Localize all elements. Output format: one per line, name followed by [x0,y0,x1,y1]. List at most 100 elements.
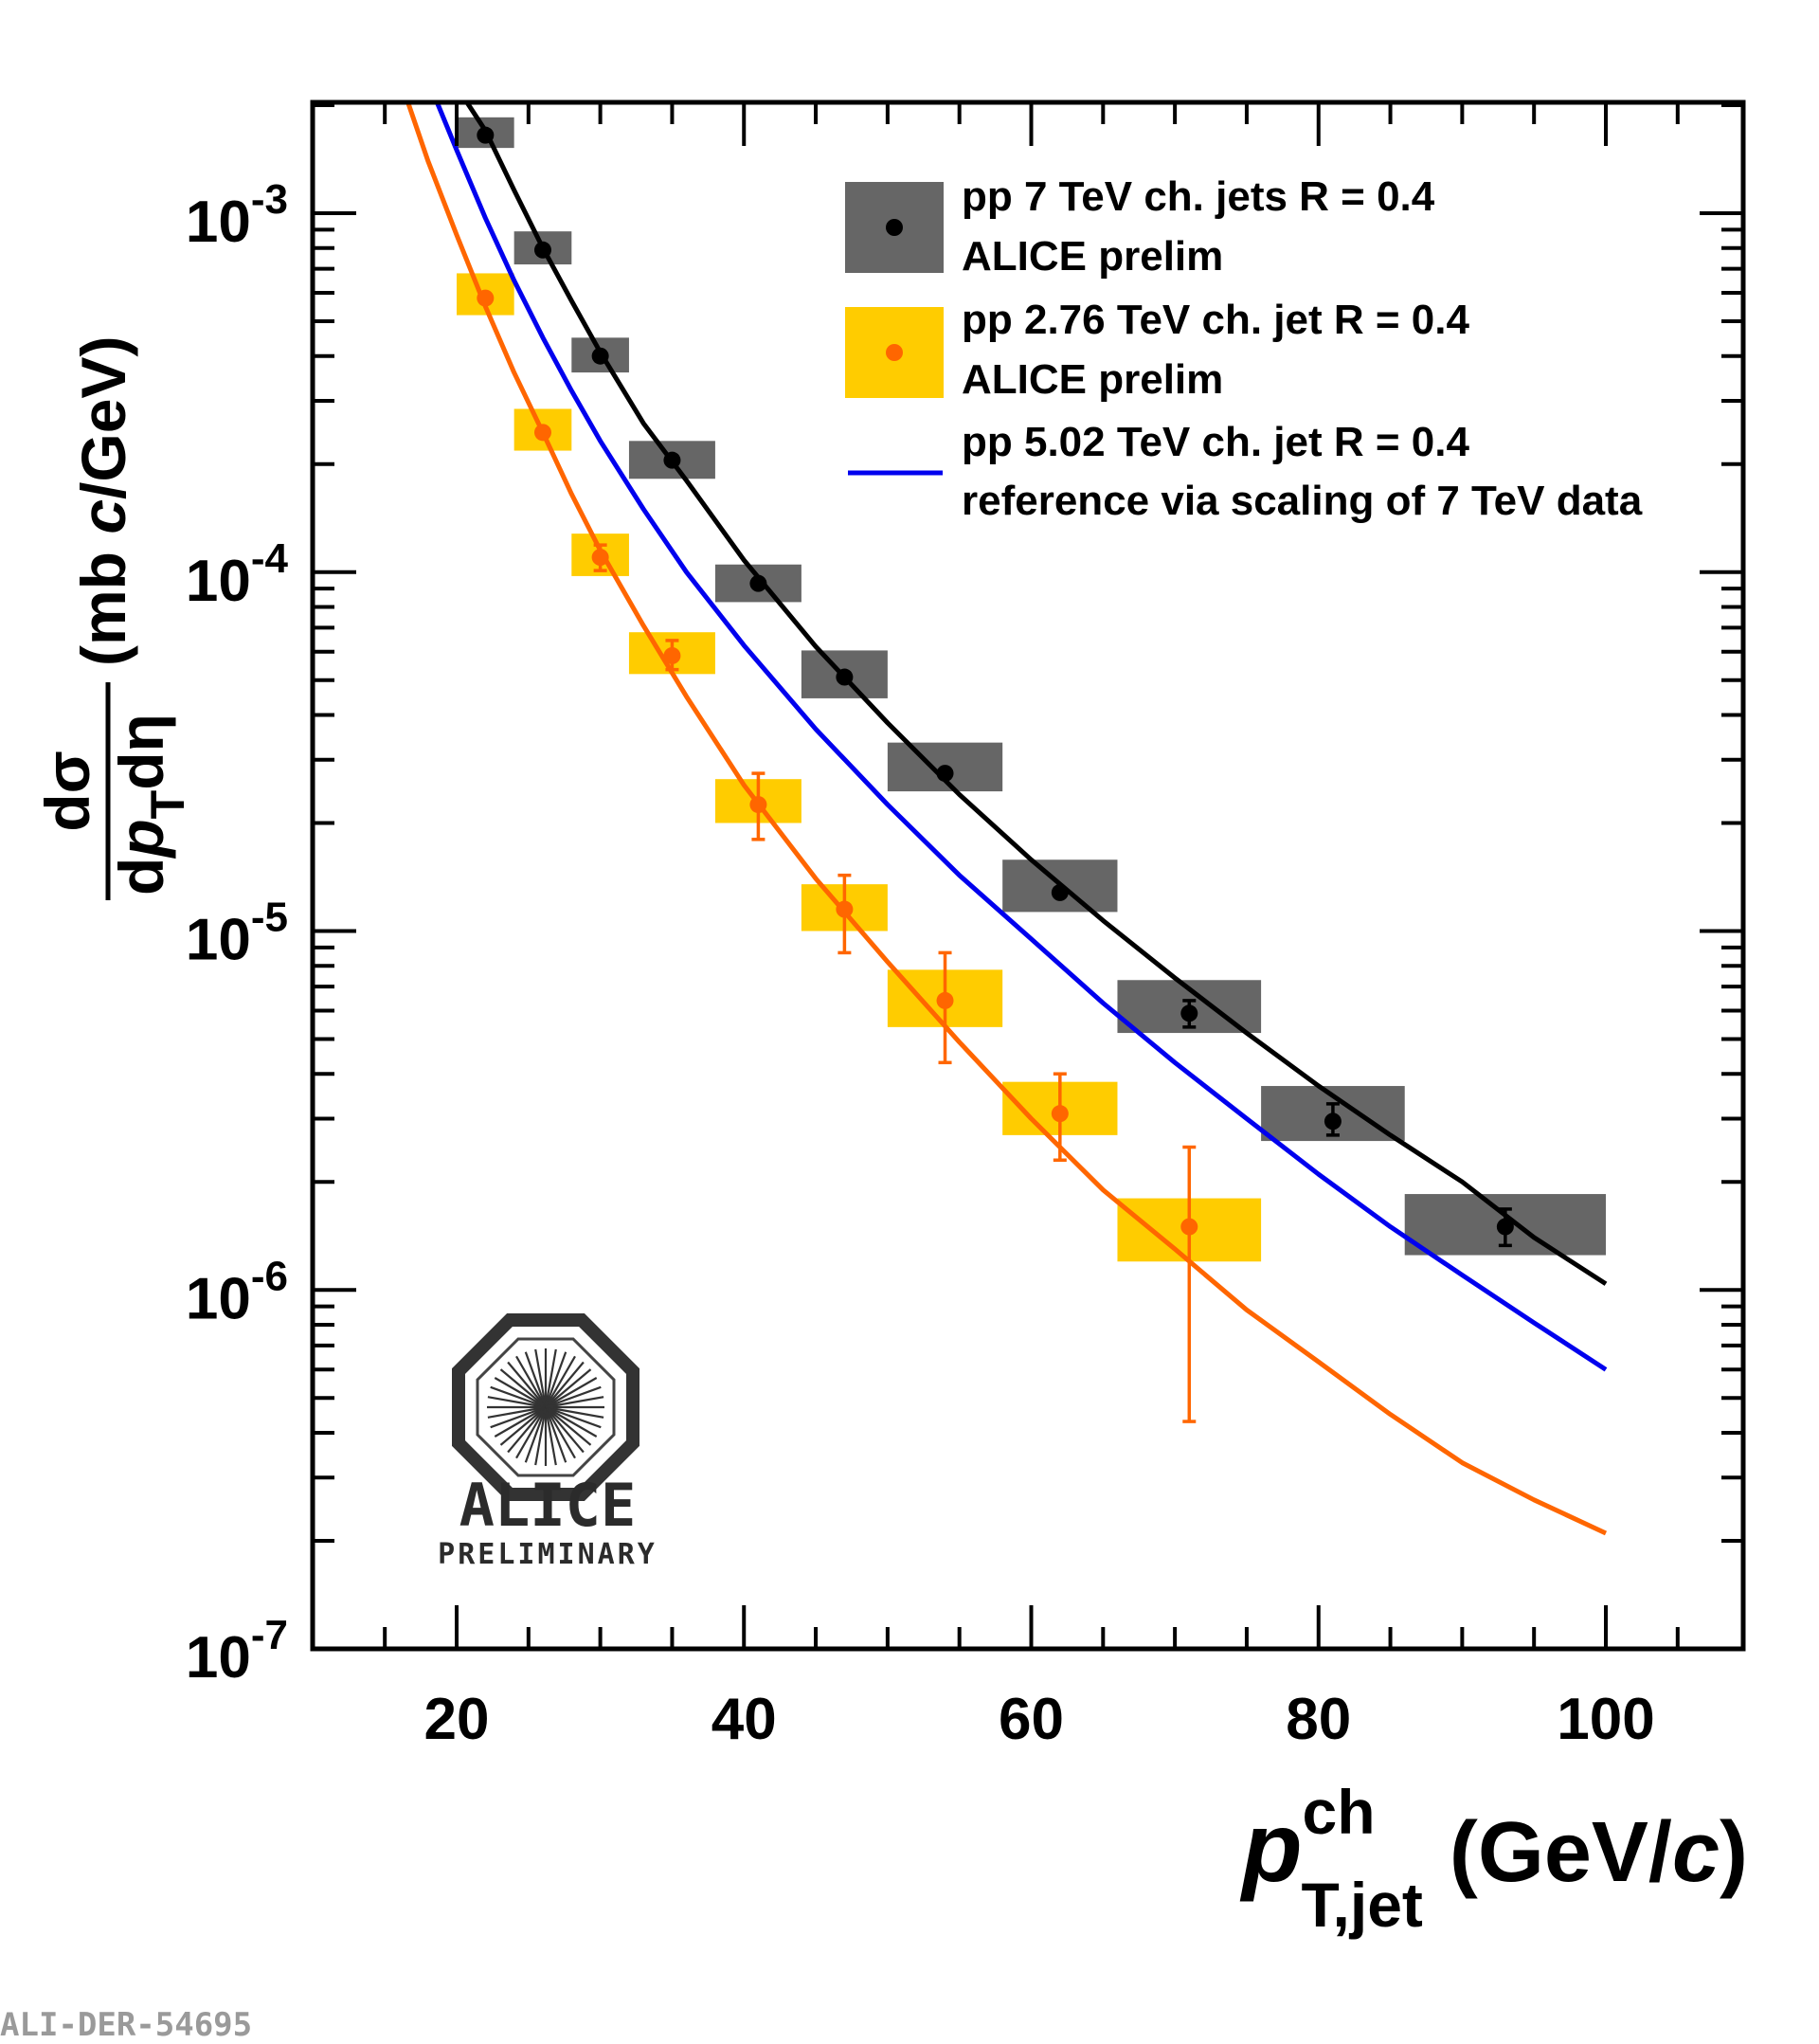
logo-ray-35 [545,1396,604,1409]
point-s0-5 [836,668,854,686]
svg-text:dpTdη: dpTdη [106,714,194,895]
logo-ray-30 [545,1355,576,1408]
logo-ray-22 [499,1368,547,1408]
point-s0-4 [749,574,767,592]
plot-frame [310,99,1746,1652]
logo-ray-8 [544,1406,557,1466]
logo-ray-26 [534,1348,548,1408]
logo-ray-15 [494,1406,547,1438]
x-axis-title-units: (GeV/c) [1450,1805,1748,1900]
y-title-p: p [106,819,176,859]
x-tick-labels: 20 40 60 80 100 [424,1687,1655,1752]
legend-label-502tev-2: reference via scaling of 7 TeV data [962,478,1643,524]
stat-error-bars [593,543,1512,1423]
alice-octagon-icon [452,1313,639,1501]
x-tick-label-4: 100 [1557,1687,1654,1752]
point-s0-7 [1051,883,1069,901]
point-s0-8 [1180,1004,1198,1022]
y-tick-label-3: 10-6 [186,1253,288,1331]
point-s0-1 [533,241,551,259]
legend-label-276tev-2: ALICE prelim [962,356,1223,403]
logo-ray-6 [545,1406,576,1459]
logo-ray-31 [545,1361,585,1408]
logo-ray-34 [545,1385,602,1409]
point-s1-0 [477,289,495,307]
point-s0-2 [591,347,609,365]
y-title-numerator: dσ [32,751,102,831]
logo-ray-7 [544,1406,567,1463]
axis-ticks [313,102,1743,1651]
systematic-boxes [457,117,1606,1262]
point-s1-4 [749,796,767,814]
x-tick-label-0: 20 [424,1687,490,1752]
point-s0-9 [1324,1112,1342,1131]
y-title-units-c: c [68,499,138,534]
logo-ray-16 [490,1405,547,1429]
logo-ray-25 [524,1351,548,1408]
legend-label-7tev-2: ALICE prelim [962,233,1223,280]
figure-id: ALI-DER-54695 [0,2006,252,2044]
y-title-units-open: (mb [68,534,138,666]
logo-ray-29 [544,1351,567,1408]
y-tick-label-1: 10-4 [186,535,289,614]
logo-ray-1 [545,1405,604,1419]
logo-ray-21 [494,1377,547,1408]
point-s0-10 [1496,1218,1514,1236]
logo-ray-33 [545,1377,598,1408]
logo-ray-13 [507,1406,547,1454]
x-axis-title-sub: T,jet [1302,1870,1423,1940]
x-axis-title: pch T,jet (GeV/c) [1239,1777,1748,1940]
legend: pp 7 TeV ch. jets R = 0.4 ALICE prelim p… [845,173,1643,524]
point-s1-2 [591,549,609,567]
point-s1-7 [1051,1105,1069,1123]
point-s1-3 [663,646,681,664]
y-axis-title: dσ dpTdη (mb c/GeV) [32,336,194,900]
x-tick-label-2: 60 [999,1687,1064,1752]
point-s1-6 [936,991,954,1009]
curve-series-4 [405,102,1608,1536]
point-s1-8 [1180,1218,1198,1236]
curves [405,102,1608,1536]
logo-ray-3 [545,1406,598,1438]
logo-ray-32 [545,1368,592,1408]
logo-ray-14 [499,1406,547,1446]
y-tick-label-4: 10-7 [186,1612,288,1691]
point-s0-3 [663,451,681,469]
y-title-sub: T [141,790,194,820]
data-points [477,126,1514,1236]
point-s1-1 [533,424,551,442]
y-title-rest: dη [106,714,176,790]
svg-text:dσ: dσ [32,751,102,831]
x-axis-title-sup: ch [1302,1777,1375,1847]
logo-ray-12 [515,1406,547,1459]
logo-ray-24 [515,1355,547,1408]
y-title-units-close: /GeV) [68,336,138,499]
logo-ray-10 [534,1406,548,1466]
point-s0-0 [477,126,495,144]
logo-ray-23 [507,1361,547,1408]
logo-ray-5 [545,1406,585,1454]
legend-marker-7tev [886,219,903,236]
y-tick-label-2: 10-5 [186,895,288,973]
y-tick-labels: 10-3 10-4 10-5 10-6 10-7 [186,176,289,1691]
x-axis-title-p: p [1239,1793,1303,1903]
svg-text:(mb c/GeV): (mb c/GeV) [68,336,138,666]
logo-ray-28 [544,1348,557,1408]
y-title-d: d [106,858,176,895]
alice-logo-name: ALICE [459,1471,637,1540]
y-tick-label-0: 10-3 [186,176,288,255]
curve-series-3 [463,102,1608,1286]
legend-marker-276tev [886,344,903,361]
logo-ray-2 [545,1405,602,1429]
legend-label-276tev-1: pp 2.76 TeV ch. jet R = 0.4 [962,297,1469,343]
logo-ray-11 [524,1406,548,1463]
alice-logo: ALICE PRELIMINARY [438,1313,657,1571]
alice-logo-subtitle: PRELIMINARY [438,1538,657,1571]
legend-label-7tev-1: pp 7 TeV ch. jets R = 0.4 [962,173,1435,220]
logo-ray-17 [487,1405,547,1419]
point-s1-5 [836,900,854,918]
logo-ray-4 [545,1406,592,1446]
x-tick-label-1: 40 [711,1687,777,1752]
curve-series-2 [434,102,1608,1372]
